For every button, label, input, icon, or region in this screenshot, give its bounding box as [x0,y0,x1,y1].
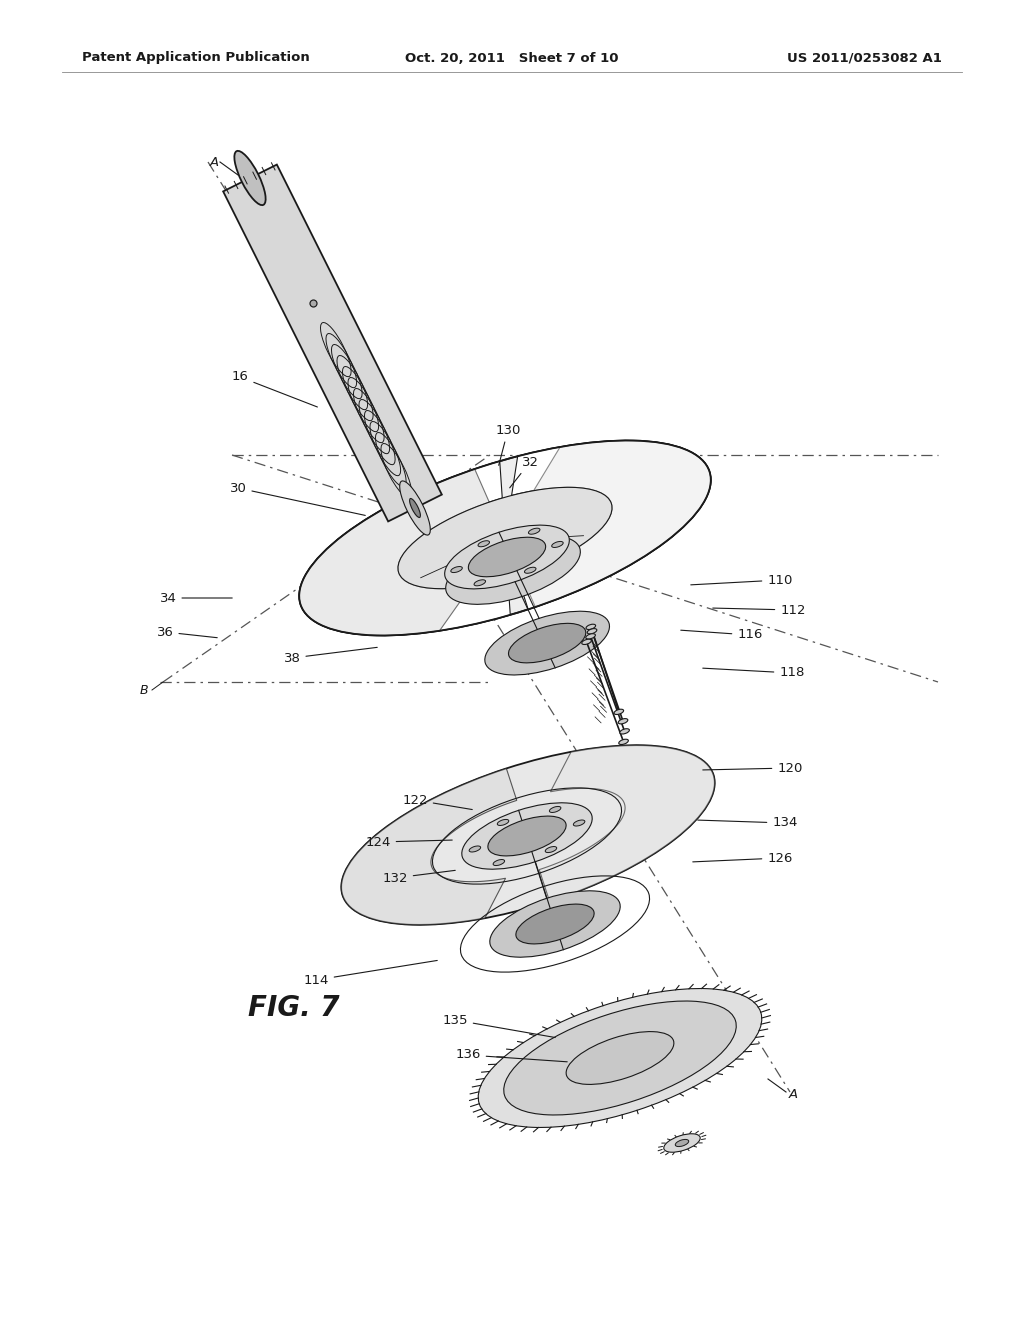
Text: 38: 38 [284,647,377,664]
Polygon shape [299,469,489,635]
Ellipse shape [398,487,612,589]
Polygon shape [223,165,441,521]
Ellipse shape [474,579,485,586]
Ellipse shape [494,859,505,866]
Ellipse shape [451,566,462,573]
Ellipse shape [478,541,489,546]
Text: 132: 132 [382,870,456,884]
Ellipse shape [445,536,581,605]
Text: 124: 124 [366,836,453,849]
Text: 32: 32 [510,455,539,488]
Text: 110: 110 [691,573,793,586]
Ellipse shape [444,525,569,589]
Ellipse shape [587,628,597,634]
Text: 135: 135 [442,1014,555,1038]
Text: 34: 34 [160,591,232,605]
Ellipse shape [399,480,430,535]
Ellipse shape [462,803,592,869]
Text: 130: 130 [496,424,520,466]
Polygon shape [299,461,510,635]
Ellipse shape [675,1139,689,1147]
Ellipse shape [566,1032,674,1085]
Ellipse shape [478,989,762,1127]
Ellipse shape [545,846,557,853]
Text: 118: 118 [702,667,805,680]
Ellipse shape [550,807,561,813]
Text: 112: 112 [713,603,806,616]
Ellipse shape [484,611,609,675]
Text: B: B [139,684,148,697]
Polygon shape [540,746,715,902]
Polygon shape [520,441,711,607]
Text: 116: 116 [681,628,763,642]
Ellipse shape [552,541,563,548]
Ellipse shape [618,739,629,744]
Ellipse shape [524,568,536,573]
Text: 120: 120 [702,762,803,775]
Text: 126: 126 [693,851,793,865]
Ellipse shape [410,499,421,517]
Ellipse shape [582,639,592,644]
Ellipse shape [468,537,546,577]
Text: 16: 16 [231,371,317,407]
Text: A: A [788,1088,798,1101]
Ellipse shape [489,891,621,957]
Text: FIG. 7: FIG. 7 [248,994,340,1022]
Text: 36: 36 [157,626,217,639]
Ellipse shape [618,718,628,723]
Ellipse shape [573,820,585,826]
Polygon shape [341,768,517,925]
Text: 134: 134 [697,817,798,829]
Ellipse shape [586,634,595,639]
Text: 114: 114 [303,961,437,986]
Ellipse shape [664,1134,700,1152]
Ellipse shape [586,624,596,630]
Ellipse shape [504,1001,736,1115]
Ellipse shape [234,150,265,205]
Text: 30: 30 [229,482,366,515]
Text: 136: 136 [456,1048,567,1061]
Ellipse shape [620,729,630,734]
Text: Oct. 20, 2011   Sheet 7 of 10: Oct. 20, 2011 Sheet 7 of 10 [406,51,618,65]
Ellipse shape [516,904,594,944]
Ellipse shape [299,441,711,635]
Ellipse shape [509,623,586,663]
Polygon shape [512,441,711,610]
Text: A: A [210,156,218,169]
Text: US 2011/0253082 A1: US 2011/0253082 A1 [787,51,942,65]
Ellipse shape [341,746,715,925]
Ellipse shape [498,820,509,825]
Text: 122: 122 [402,793,472,809]
Ellipse shape [614,709,624,714]
Ellipse shape [469,846,480,851]
Ellipse shape [487,816,566,855]
Text: Patent Application Publication: Patent Application Publication [82,51,309,65]
Ellipse shape [528,528,540,535]
